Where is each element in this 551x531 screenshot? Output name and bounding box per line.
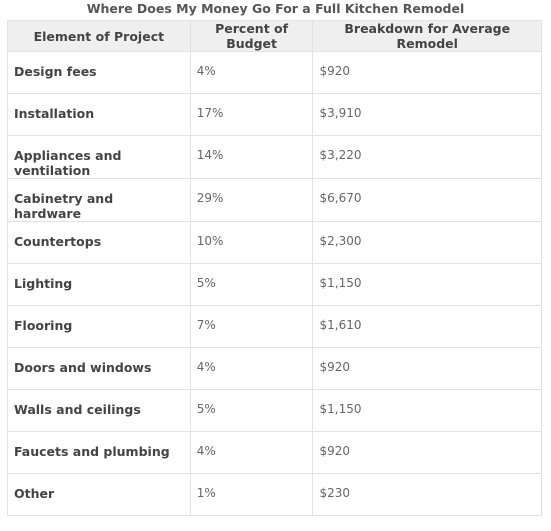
table-cell: $2,300 — [312, 221, 542, 264]
table-cell: Lighting — [7, 263, 191, 306]
table-cell: 1% — [189, 473, 314, 516]
table-cell: Appliances and ventilation — [7, 135, 191, 179]
table-cell: $3,220 — [312, 135, 542, 179]
column-header: Element of Project — [7, 20, 191, 52]
table-cell: $6,670 — [312, 178, 542, 222]
table-row: Flooring 7% $1,610 — [7, 305, 542, 348]
table-cell: Design fees — [7, 51, 191, 94]
table-cell: Flooring — [7, 305, 191, 348]
table-row: Design fees 4% $920 — [7, 51, 542, 94]
table-cell: $1,150 — [312, 263, 542, 306]
table-cell: $230 — [312, 473, 542, 516]
column-header: Percent of Budget — [189, 20, 314, 52]
table-cell: Installation — [7, 93, 191, 136]
table-row: Cabinetry and hardware 29% $6,670 — [7, 178, 542, 222]
table-cell: $920 — [312, 347, 542, 390]
header-row: Element of Project Percent of Budget Break… — [7, 20, 542, 52]
table-cell: $3,910 — [312, 93, 542, 136]
table-cell: 5% — [189, 389, 314, 432]
table-cell: Other — [7, 473, 191, 516]
table-row: Doors and windows 4% $920 — [7, 347, 542, 390]
table-cell: 17% — [189, 93, 314, 136]
table-cell: $920 — [312, 431, 542, 474]
table-cell: $920 — [312, 51, 542, 94]
table-cell: Doors and windows — [7, 347, 191, 390]
table-row: Countertops 10% $2,300 — [7, 221, 542, 264]
budget-table: Element of Project Percent of Budget Break… — [7, 20, 542, 516]
table-cell: $1,150 — [312, 389, 542, 432]
table-cell: 7% — [189, 305, 314, 348]
table-cell: 29% — [189, 178, 314, 222]
table-row: Appliances and ventilation 14% $3,220 — [7, 135, 542, 179]
table-body: Design fees 4% $920 Installation 17% $3,910 Ap… — [7, 51, 542, 516]
table-title: Where Does My Money Go For a Full Kitche… — [86, 1, 465, 16]
column-header: Breakdown for Average Remodel — [312, 20, 542, 52]
table-cell: 4% — [189, 431, 314, 474]
table-row: Faucets and plumbing 4% $920 — [7, 431, 542, 474]
table-cell: 10% — [189, 221, 314, 264]
table-row: Lighting 5% $1,150 — [7, 263, 542, 306]
table-row: Walls and ceilings 5% $1,150 — [7, 389, 542, 432]
table-cell: Walls and ceilings — [7, 389, 191, 432]
table-row: Other 1% $230 — [7, 473, 542, 516]
table-cell: Cabinetry and hardware — [7, 178, 191, 222]
table-cell: 4% — [189, 347, 314, 390]
table-cell: 5% — [189, 263, 314, 306]
table-row: Installation 17% $3,910 — [7, 93, 542, 136]
table-cell: Countertops — [7, 221, 191, 264]
table-cell: 14% — [189, 135, 314, 179]
table-cell: $1,610 — [312, 305, 542, 348]
table-cell: Faucets and plumbing — [7, 431, 191, 474]
table-cell: 4% — [189, 51, 314, 94]
